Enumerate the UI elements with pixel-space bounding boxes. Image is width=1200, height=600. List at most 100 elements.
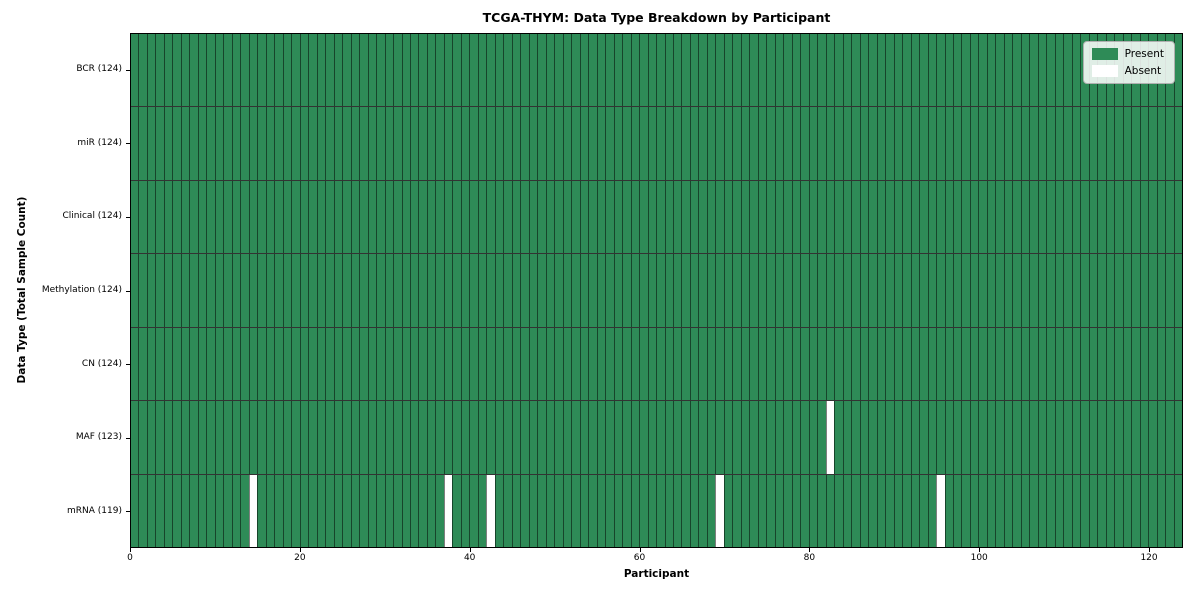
cell-present [978,327,987,401]
cell-present [528,254,538,327]
cell-present [800,327,809,401]
cell-present [1148,254,1157,327]
cell-present [197,474,207,547]
cell-present [342,34,351,107]
cell-present [206,254,215,327]
cell-present [1088,254,1098,327]
cell-present [401,107,410,180]
cell-present [1071,180,1081,254]
cell-present [664,401,673,474]
cell-present [1063,474,1072,547]
cell-present [460,107,470,180]
cell-present [571,474,580,547]
cell-present [223,401,232,474]
cell-present [910,34,920,107]
cell-present [214,474,224,547]
cell-present [131,474,139,547]
cell-present [1012,327,1021,401]
cell-present [393,474,402,547]
cell-present [223,474,232,547]
cell-present [350,327,360,401]
cell-present [978,401,987,474]
cell-present [384,327,394,401]
cell-present [1105,327,1115,401]
cell-present [503,254,512,327]
cell-present [579,254,589,327]
cell-present [1046,34,1055,107]
cell-present [248,254,258,327]
cell-present [393,34,402,107]
cell-present [274,254,283,327]
cell-present [1156,474,1166,547]
cell-present [1029,34,1038,107]
cell-present [477,474,487,547]
cell-present [1054,327,1064,401]
cell-present [511,254,521,327]
cell-present [545,34,555,107]
cell-present [359,401,368,474]
cell-present [706,401,716,474]
cell-present [596,474,606,547]
cell-present [859,401,869,474]
cell-present [588,474,597,547]
cell-present [189,474,198,547]
x-tick-mark [809,548,811,552]
cell-present [172,327,181,401]
cell-present [791,474,801,547]
cell-present [248,34,258,107]
cell-present [885,180,894,254]
cell-present [1071,254,1081,327]
cell-present [732,107,741,180]
cell-present [910,474,920,547]
cell-present [1131,180,1140,254]
cell-present [146,401,156,474]
legend: Present Absent [1082,41,1175,84]
cell-present [435,401,444,474]
cell-present [342,254,351,327]
cell-present [1105,254,1115,327]
cell-present [418,474,427,547]
cell-present [443,401,453,474]
cell-present [647,474,657,547]
cell-present [163,327,173,401]
cell-present [630,254,640,327]
cell-present [622,107,631,180]
cell-present [1080,180,1089,254]
cell-present [503,180,512,254]
x-axis-label: Participant [623,568,690,580]
cell-present [180,34,190,107]
cell-present [766,327,775,401]
cell-present [910,107,920,180]
cell-present [723,34,733,107]
cell-present [350,107,360,180]
cell-present [393,401,402,474]
cell-present [265,107,275,180]
cell-present [1122,401,1132,474]
cell-present [452,34,461,107]
cell-present [155,107,164,180]
cell-present [936,327,945,401]
cell-present [579,107,589,180]
cell-present [800,254,809,327]
cell-present [189,254,198,327]
cell-present [562,254,572,327]
cell-present [197,180,207,254]
cell-present [622,180,631,254]
cell-present [214,34,224,107]
cell-present [333,401,343,474]
cell-present [808,34,818,107]
cell-present [1080,254,1089,327]
cell-present [808,107,818,180]
cell-present [452,180,461,254]
cell-present [876,34,886,107]
cell-present [511,474,521,547]
cell-present [774,401,784,474]
cell-present [282,34,292,107]
cell-present [630,327,640,401]
cell-present [274,327,283,401]
cell-present [291,254,300,327]
cell-present [834,107,843,180]
cell-present [588,254,597,327]
cell-present [571,107,580,180]
cell-present [1037,254,1047,327]
